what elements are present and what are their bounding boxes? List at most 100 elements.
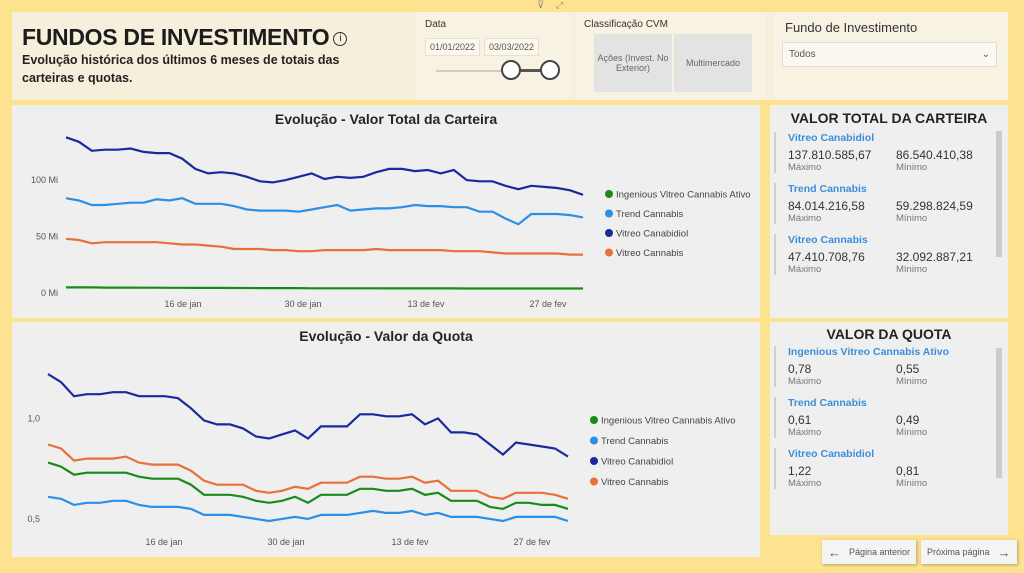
series-line-vitreo-canabidiol (47, 373, 569, 458)
x-tick-label: 16 de jan (164, 299, 201, 309)
previous-page-label: Página anterior (849, 547, 911, 557)
legend-marker (605, 190, 613, 198)
fund-name: Ingenious Vitreo Cannabis Ativo (788, 346, 950, 358)
min-label: Mínimo (896, 427, 928, 438)
focus-mode-icon[interactable]: ⤢ (556, 0, 564, 10)
date-slider-end-handle[interactable] (540, 60, 560, 80)
legend-marker (590, 416, 598, 424)
series-line-ingenious-vitreo-cannabis-ativo (47, 461, 569, 511)
page-title: FUNDOS DE INVESTIMENTO i (22, 24, 348, 51)
card-entry: Vitreo Canabidiol 137.810.585,67 86.540.4… (774, 132, 1008, 173)
max-label: Máximo (788, 427, 822, 438)
min-value: 32.092.887,21 (896, 250, 973, 264)
quota-card: VALOR DA QUOTA Ingenious Vitreo Cannabis… (770, 322, 1008, 535)
end-date-input[interactable]: 03/03/2022 (484, 38, 540, 56)
min-value: 0,49 (896, 413, 920, 427)
start-date-input[interactable]: 01/01/2022 (425, 38, 481, 56)
x-tick-label: 27 de fev (529, 299, 567, 309)
fund-dropdown[interactable]: Todos ⌄ (782, 42, 997, 67)
legend-label: Trend Cannabis (616, 209, 683, 220)
cvm-option-acoes[interactable]: Ações (Invest. No Exterior) (594, 34, 672, 92)
min-label: Mínimo (896, 376, 928, 387)
series-line-vitreo-cannabis (47, 443, 569, 500)
fund-name: Vitreo Canabidiol (788, 132, 875, 144)
card-entry: Trend Cannabis 0,61 0,49 Máximo Mínimo (774, 397, 1008, 438)
arrow-right-icon: → (997, 544, 1011, 560)
max-value: 1,22 (788, 464, 812, 478)
legend-label: Vitreo Cannabis (601, 477, 669, 488)
x-tick-label: 30 de jan (267, 537, 304, 547)
min-value: 0,81 (896, 464, 920, 478)
series-line-trend-cannabis (65, 197, 584, 226)
fund-dropdown-value: Todos (789, 49, 816, 60)
legend-label: Vitreo Canabidiol (601, 457, 673, 468)
legend-label: Vitreo Cannabis (616, 248, 684, 259)
card-entry: Vitreo Cannabis 47.410.708,76 32.092.887,… (774, 234, 1008, 275)
chevron-down-icon: ⌄ (981, 49, 990, 60)
quota-card-title: VALOR DA QUOTA (826, 326, 952, 342)
max-value: 0,61 (788, 413, 812, 427)
legend-marker (605, 229, 613, 237)
x-tick-label: 16 de jan (145, 537, 182, 547)
x-tick-label: 13 de fev (391, 537, 429, 547)
cvm-option-multimercado[interactable]: Multimercado (674, 34, 752, 92)
cvm-slicer-label: Classificação CVM (584, 19, 668, 30)
y-tick-label: 1,0 (27, 413, 40, 423)
series-line-vitreo-cannabis (65, 237, 583, 256)
legend-label: Trend Cannabis (601, 436, 668, 447)
x-tick-label: 13 de fev (407, 299, 445, 309)
y-tick-label: 0,5 (27, 514, 40, 524)
quota-scrollbar[interactable] (996, 348, 1002, 478)
legend-marker (590, 436, 598, 445)
previous-page-button[interactable]: ← Página anterior (822, 540, 917, 564)
next-page-button[interactable]: Próxima página → (921, 540, 1017, 564)
max-label: Máximo (788, 376, 822, 387)
date-slider-range (511, 69, 541, 72)
y-tick-label: 100 Mi (31, 175, 58, 185)
page-title-text: FUNDOS DE INVESTIMENTO (22, 24, 330, 50)
fund-name: Trend Cannabis (788, 397, 867, 409)
next-page-label: Próxima página (927, 547, 990, 557)
min-label: Mínimo (896, 213, 928, 224)
legend-label: Ingenious Vitreo Cannabis Ativo (601, 416, 736, 427)
carteira-card-title: VALOR TOTAL DA CARTEIRA (790, 110, 988, 126)
legend-marker (605, 209, 613, 218)
quota-chart-title: Evolução - Valor da Quota (299, 328, 473, 344)
legend-marker (605, 248, 613, 257)
info-icon[interactable]: i (333, 31, 348, 46)
carteira-scrollbar[interactable] (996, 131, 1002, 257)
legend-label: Vitreo Canabidiol (616, 229, 688, 240)
carteira-chart-panel: Evolução - Valor Total da Carteira 0 Mi 5… (12, 105, 760, 318)
series-line-vitreo-canabidiol (65, 136, 584, 196)
max-label: Máximo (788, 213, 822, 224)
max-label: Máximo (788, 264, 822, 275)
fund-name: Vitreo Cannabis (788, 234, 868, 246)
quota-chart-panel: Evolução - Valor da Quota 0,5 1,0 16 de ja… (12, 322, 760, 557)
legend-marker (590, 477, 598, 486)
date-slider-start-handle[interactable] (501, 60, 521, 80)
max-label: Máximo (788, 162, 822, 173)
max-value: 0,78 (788, 362, 812, 376)
date-slider-track (436, 70, 551, 72)
arrow-left-icon: ← (828, 544, 841, 560)
page-subtitle: Evolução histórica dos últimos 6 meses d… (22, 53, 340, 85)
max-label: Máximo (788, 478, 822, 489)
filter-icon[interactable]: ⊽ (537, 0, 545, 11)
x-tick-label: 30 de jan (284, 299, 321, 309)
carteira-line-chart: 0 Mi 50 Mi 100 Mi 16 de jan 30 de jan 13 de f… (31, 136, 751, 309)
min-value: 86.540.410,38 (896, 148, 973, 162)
card-entry: Ingenious Vitreo Cannabis Ativo 0,78 0,55… (774, 346, 1008, 387)
y-tick-label: 50 Mi (36, 232, 58, 242)
min-label: Mínimo (896, 478, 928, 489)
card-entry: Trend Cannabis 84.014.216,58 59.298.824,5… (774, 183, 1008, 224)
x-tick-label: 27 de fev (513, 537, 551, 547)
max-value: 137.810.585,67 (788, 148, 872, 162)
max-value: 84.014.216,58 (788, 199, 865, 213)
carteira-card: VALOR TOTAL DA CARTEIRA Vitreo Canabidio… (770, 105, 1008, 318)
fund-name: Trend Cannabis (788, 183, 867, 195)
card-entry: Vitreo Canabidiol 1,22 0,81 Máximo Mínimo (774, 448, 1008, 489)
series-line-trend-cannabis (47, 495, 569, 523)
y-tick-label: 0 Mi (41, 288, 58, 298)
date-slicer-label: Data (425, 19, 447, 30)
quota-line-chart: 0,5 1,0 16 de jan 30 de jan 13 de fev 27 de f… (27, 373, 736, 547)
